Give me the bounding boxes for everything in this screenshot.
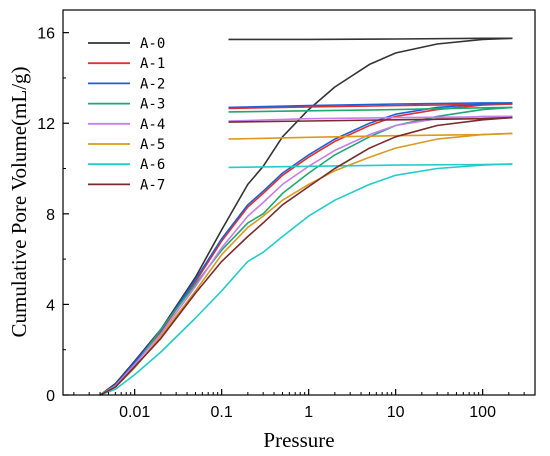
series-a-2-extrusion-line xyxy=(228,102,513,109)
series-a-6 xyxy=(99,163,513,396)
series-layer xyxy=(99,37,513,396)
x-tick-label: 0.01 xyxy=(119,404,150,421)
x-tick-label: 1 xyxy=(304,404,313,421)
series-a-6-intrusion-line xyxy=(99,163,513,396)
series-a-0-extrusion-line xyxy=(228,37,513,41)
y-tick-label: 12 xyxy=(37,116,55,133)
series-a-7-extrusion-line xyxy=(228,116,513,123)
y-tick-label: 8 xyxy=(46,207,55,224)
series-a-5-extrusion-line xyxy=(228,132,513,140)
legend-label-a-7: A-7 xyxy=(140,177,165,193)
y-axis-title: Cumulative Pore Volume(mL/g) xyxy=(7,66,31,337)
series-a-3 xyxy=(99,106,513,396)
legend-label-a-1: A-1 xyxy=(140,56,165,72)
y-tick-label: 16 xyxy=(37,26,55,43)
legend-label-a-4: A-4 xyxy=(140,117,165,133)
legend-label-a-3: A-3 xyxy=(140,97,165,113)
legend-label-a-2: A-2 xyxy=(140,76,165,92)
x-axis-title: Pressure xyxy=(263,428,334,452)
x-tick-label: 100 xyxy=(469,404,496,421)
series-a-4-intrusion-line xyxy=(99,115,513,396)
plot-frame xyxy=(62,9,536,396)
series-a-7-intrusion-line xyxy=(99,116,513,396)
series-a-4-extrusion-line xyxy=(228,115,513,122)
legend-label-a-5: A-5 xyxy=(140,137,165,153)
series-a-4 xyxy=(99,115,513,396)
series-a-3-extrusion-line xyxy=(228,106,513,113)
legend-label-a-6: A-6 xyxy=(140,157,165,173)
x-tick-label: 0.1 xyxy=(211,404,233,421)
x-tick-label: 10 xyxy=(387,404,405,421)
legend: A-0 A-1 A-2 A-3 A-4 A-5 A-6 A-7 xyxy=(88,36,165,193)
series-a-7 xyxy=(99,116,513,396)
y-tick-label: 4 xyxy=(46,297,55,314)
legend-label-a-0: A-0 xyxy=(140,36,165,52)
series-a-6-extrusion-line xyxy=(228,163,513,169)
series-a-3-intrusion-line xyxy=(99,106,513,396)
y-tick-label: 0 xyxy=(46,388,55,405)
axes-layer: 0 4 8 12 16 0.01 0.1 1 10 100 xyxy=(37,26,525,421)
